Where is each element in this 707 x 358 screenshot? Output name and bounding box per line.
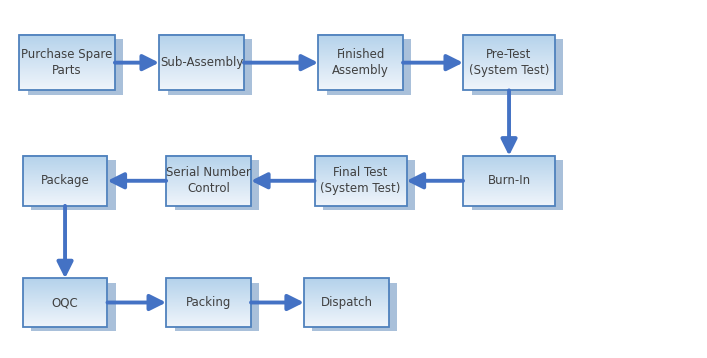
Bar <box>168 39 252 95</box>
Text: Purchase Spare
Parts: Purchase Spare Parts <box>21 48 113 77</box>
Bar <box>175 160 259 210</box>
Text: Final Test
(System Test): Final Test (System Test) <box>320 166 401 195</box>
Text: Package: Package <box>41 174 89 187</box>
Bar <box>28 39 124 95</box>
Bar <box>312 283 397 331</box>
Bar <box>31 283 116 331</box>
Bar <box>323 160 415 210</box>
Bar <box>327 39 411 95</box>
Bar <box>31 160 116 210</box>
Text: Serial Number
Control: Serial Number Control <box>166 166 251 195</box>
Bar <box>175 283 259 331</box>
Text: Pre-Test
(System Test): Pre-Test (System Test) <box>469 48 549 77</box>
Bar <box>472 160 563 210</box>
Text: Finished
Assembly: Finished Assembly <box>332 48 389 77</box>
Text: Dispatch: Dispatch <box>320 296 373 309</box>
Text: Burn-In: Burn-In <box>488 174 530 187</box>
Text: Sub-Assembly: Sub-Assembly <box>160 56 243 69</box>
Bar <box>472 39 563 95</box>
Text: OQC: OQC <box>52 296 78 309</box>
Text: Packing: Packing <box>186 296 231 309</box>
